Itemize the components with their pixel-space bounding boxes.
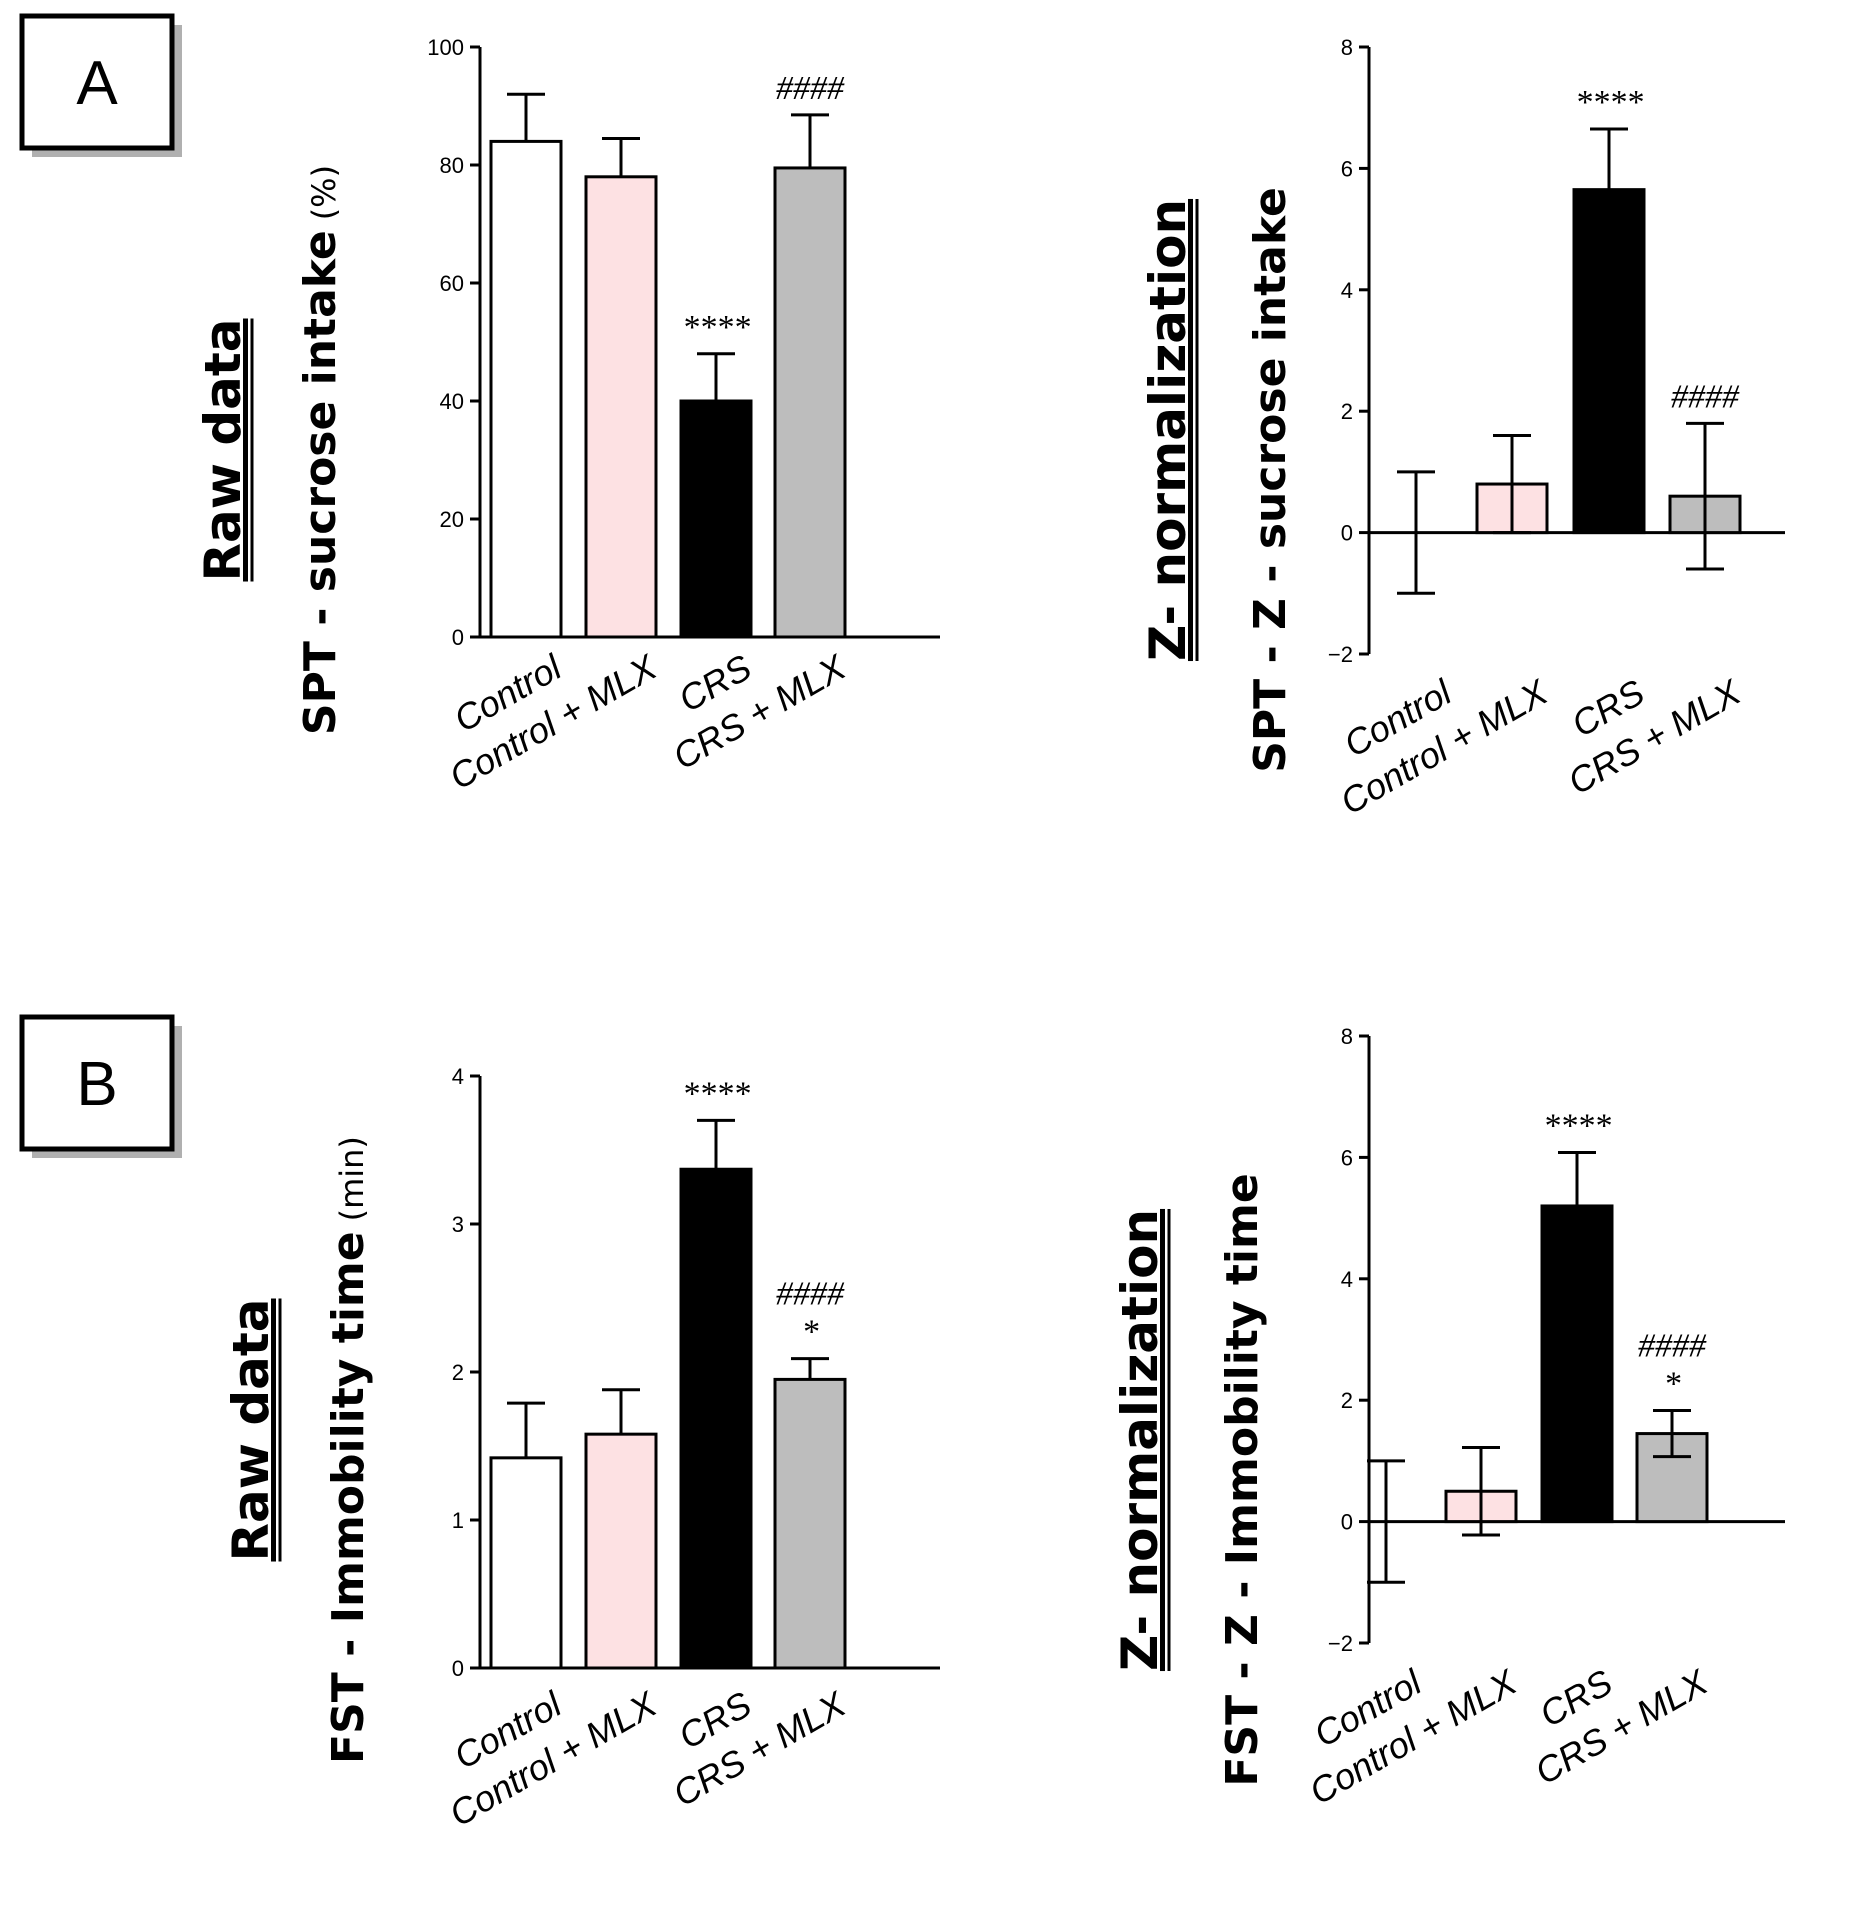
chart-title: Z- normalization (1139, 199, 1197, 661)
y-tick-label: 8 (1341, 35, 1353, 60)
y-tick-label: −2 (1328, 1631, 1353, 1656)
panel-b-letter: B (76, 1050, 117, 1119)
y-tick-label: −2 (1328, 642, 1353, 667)
y-axis-label-text: FST - Z - Immobility time (1217, 1173, 1268, 1786)
bar (584, 1432, 658, 1670)
y-tick-label: 0 (452, 1656, 464, 1681)
y-tick-label: 20 (440, 507, 464, 532)
chart-title: Raw data (222, 1298, 280, 1561)
y-axis-label-text: SPT - sucrose intake (295, 230, 346, 735)
y-tick-label: 2 (1341, 399, 1353, 424)
y-axis-label: SPT - sucrose intake (%) (295, 165, 346, 735)
panel-b-label: B (19, 1014, 182, 1158)
bar (584, 175, 658, 639)
significance-label: #### (776, 70, 845, 107)
y-tick-label: 6 (1341, 156, 1353, 181)
bar (679, 1167, 753, 1670)
significance-label: **** (1543, 1108, 1611, 1145)
panel-a-label-box (19, 13, 175, 151)
panel-b-label-box (19, 1014, 175, 1152)
y-tick-label: 40 (440, 389, 464, 414)
y-tick-label: 80 (440, 153, 464, 178)
y-tick-label: 2 (452, 1360, 464, 1385)
bar (773, 166, 847, 639)
y-axis-label-text: SPT - Z - sucrose intake (1245, 187, 1296, 773)
y-tick-label: 3 (452, 1212, 464, 1237)
y-axis-label: FST - Z - Immobility time (1217, 1173, 1268, 1786)
y-tick-label: 0 (1341, 1510, 1353, 1535)
significance-label: * (1664, 1366, 1681, 1403)
y-tick-label: 4 (452, 1064, 464, 1089)
y-tick-label: 4 (1341, 278, 1353, 303)
y-tick-label: 8 (1341, 1024, 1353, 1049)
bar (679, 399, 753, 639)
significance-label: #### (1671, 378, 1740, 415)
y-axis-label-text: FST - Immobility time (323, 1231, 374, 1764)
y-tick-label: 4 (1341, 1267, 1353, 1292)
y-tick-label: 60 (440, 271, 464, 296)
chart-title: Z- normalization (1111, 1209, 1169, 1671)
bar (489, 1456, 563, 1670)
y-axis-label: SPT - Z - sucrose intake (1245, 187, 1296, 773)
y-axis-label: FST - Immobility time (min) (323, 1136, 374, 1764)
y-tick-label: 1 (452, 1508, 464, 1533)
y-tick-label: 100 (427, 35, 464, 60)
significance-label: **** (1575, 84, 1643, 121)
y-axis-label-unit: (%) (305, 165, 343, 220)
significance-label: **** (682, 1075, 750, 1112)
significance-label: #### (1638, 1328, 1707, 1365)
significance-label: * (802, 1314, 819, 1351)
significance-label: #### (776, 1276, 845, 1313)
bar (489, 139, 563, 639)
chart-title: Raw data (194, 318, 252, 581)
y-tick-label: 6 (1341, 1145, 1353, 1170)
y-axis-label-unit: (min) (333, 1136, 371, 1221)
panel-a-letter: A (76, 49, 118, 118)
y-tick-label: 0 (452, 625, 464, 650)
y-tick-label: 2 (1341, 1388, 1353, 1413)
panel-a-label: A (19, 13, 182, 157)
significance-label: **** (682, 309, 750, 346)
bar (773, 1377, 847, 1670)
y-tick-label: 0 (1341, 521, 1353, 546)
